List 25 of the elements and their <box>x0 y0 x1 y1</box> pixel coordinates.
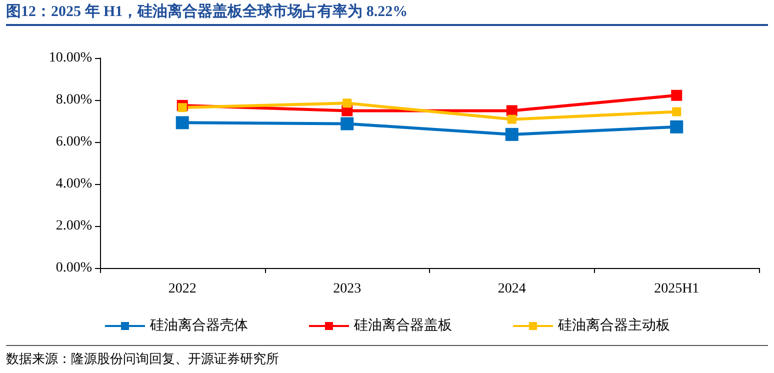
x-tick-label: 2022 <box>168 282 196 296</box>
point <box>670 120 684 134</box>
point <box>671 90 682 101</box>
y-tick-label: 2.00% <box>56 218 92 234</box>
y-tick-label: 4.00% <box>56 176 92 192</box>
point <box>672 107 682 116</box>
chart-title: 图12：2025 年 H1，硅油离合器盖板全球市场占有率为 8.22% <box>6 2 768 26</box>
point <box>178 103 187 112</box>
legend-label: 硅油离合器盖板 <box>353 318 452 334</box>
point <box>340 117 354 130</box>
point <box>507 114 516 124</box>
y-tick-label: 0.00% <box>56 260 92 276</box>
point <box>342 98 352 108</box>
source-note: 数据来源：隆源股份问询回复、开源证券研究所 <box>6 345 768 368</box>
y-tick-label: 10.00% <box>48 50 92 66</box>
y-tick-label: 6.00% <box>56 134 92 150</box>
legend-label: 硅油离合器主动板 <box>557 318 670 334</box>
point <box>506 105 518 116</box>
y-tick-label: 8.00% <box>56 92 92 108</box>
x-tick-label: 2025H1 <box>654 282 700 296</box>
point <box>176 116 189 130</box>
x-tick-label: 2023 <box>333 282 362 296</box>
x-tick-label: 2024 <box>498 282 526 296</box>
legend-label: 硅油离合器壳体 <box>149 318 248 334</box>
point <box>505 128 518 141</box>
